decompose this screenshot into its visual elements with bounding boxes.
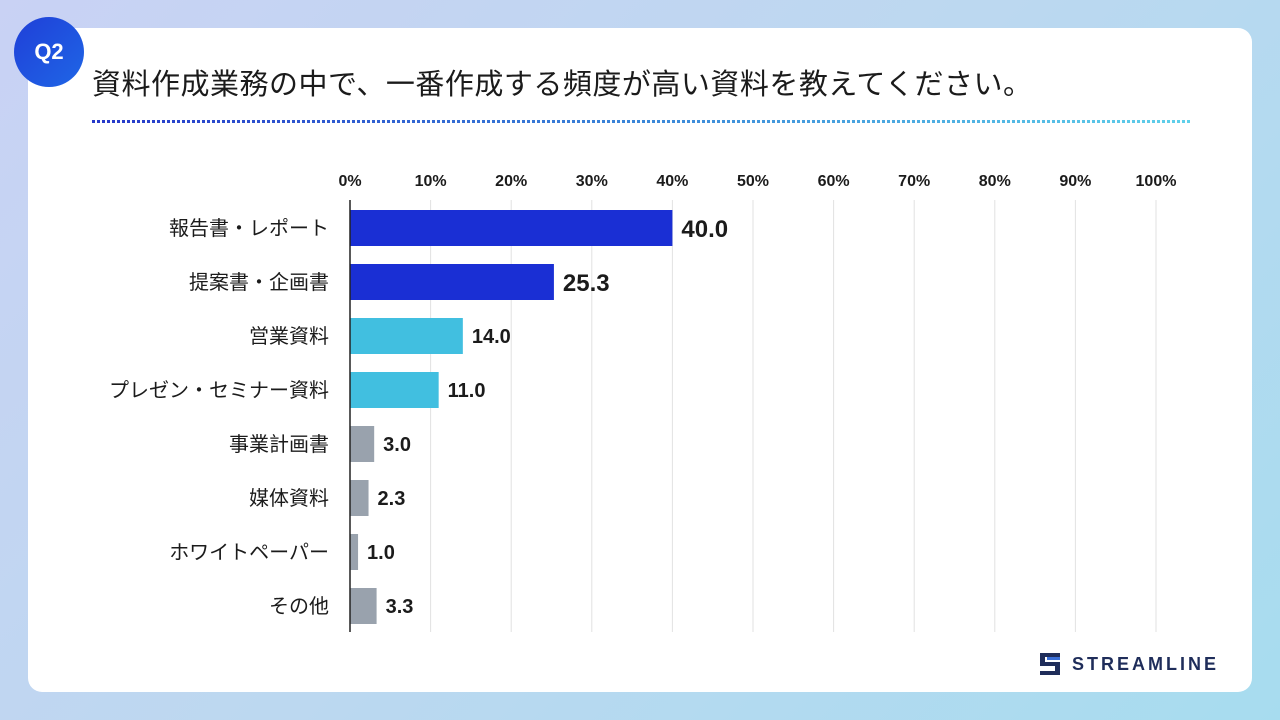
question-badge: Q2 <box>14 17 84 87</box>
data-label: 2.3 <box>378 488 406 510</box>
question-title: 資料作成業務の中で、一番作成する頻度が高い資料を教えてください。 <box>92 67 1033 101</box>
data-label: 40.0 <box>681 216 728 243</box>
x-tick-label: 50% <box>737 173 769 190</box>
category-label: ホワイトペーパー <box>169 540 329 564</box>
bar <box>350 426 375 462</box>
bar <box>350 264 554 300</box>
chart-card <box>28 28 1252 692</box>
bar <box>350 588 377 624</box>
x-tick-label: 70% <box>898 173 930 190</box>
x-tick-label: 90% <box>1059 173 1091 190</box>
data-label: 1.0 <box>367 542 395 564</box>
data-label: 14.0 <box>472 326 511 348</box>
bar <box>350 480 369 516</box>
x-tick-label: 60% <box>818 173 850 190</box>
x-tick-label: 100% <box>1136 173 1177 190</box>
category-label: 提案書・企画書 <box>189 270 329 294</box>
category-label: 事業計画書 <box>229 432 329 456</box>
data-label: 11.0 <box>448 380 486 402</box>
bar <box>350 210 673 246</box>
category-label: 報告書・レポート <box>169 216 329 240</box>
bar <box>350 318 463 354</box>
data-label: 3.0 <box>383 434 411 456</box>
category-label: 媒体資料 <box>249 486 329 510</box>
brand-name: STREAMLINE <box>1072 653 1219 674</box>
x-tick-label: 0% <box>338 173 361 190</box>
category-label: プレゼン・セミナー資料 <box>109 378 329 402</box>
streamline-logo-icon <box>1040 653 1060 675</box>
bar <box>350 534 359 570</box>
title-divider <box>92 120 1190 123</box>
brand-logo: STREAMLINE <box>1040 652 1219 676</box>
bar <box>350 372 439 408</box>
x-tick-label: 10% <box>415 173 447 190</box>
x-tick-label: 30% <box>576 173 608 190</box>
data-label: 25.3 <box>563 270 610 297</box>
data-label: 3.3 <box>386 596 414 618</box>
category-label: 営業資料 <box>249 324 329 348</box>
x-tick-label: 20% <box>495 173 527 190</box>
x-tick-label: 80% <box>979 173 1011 190</box>
x-tick-label: 40% <box>656 173 688 190</box>
category-label: その他 <box>269 594 329 618</box>
